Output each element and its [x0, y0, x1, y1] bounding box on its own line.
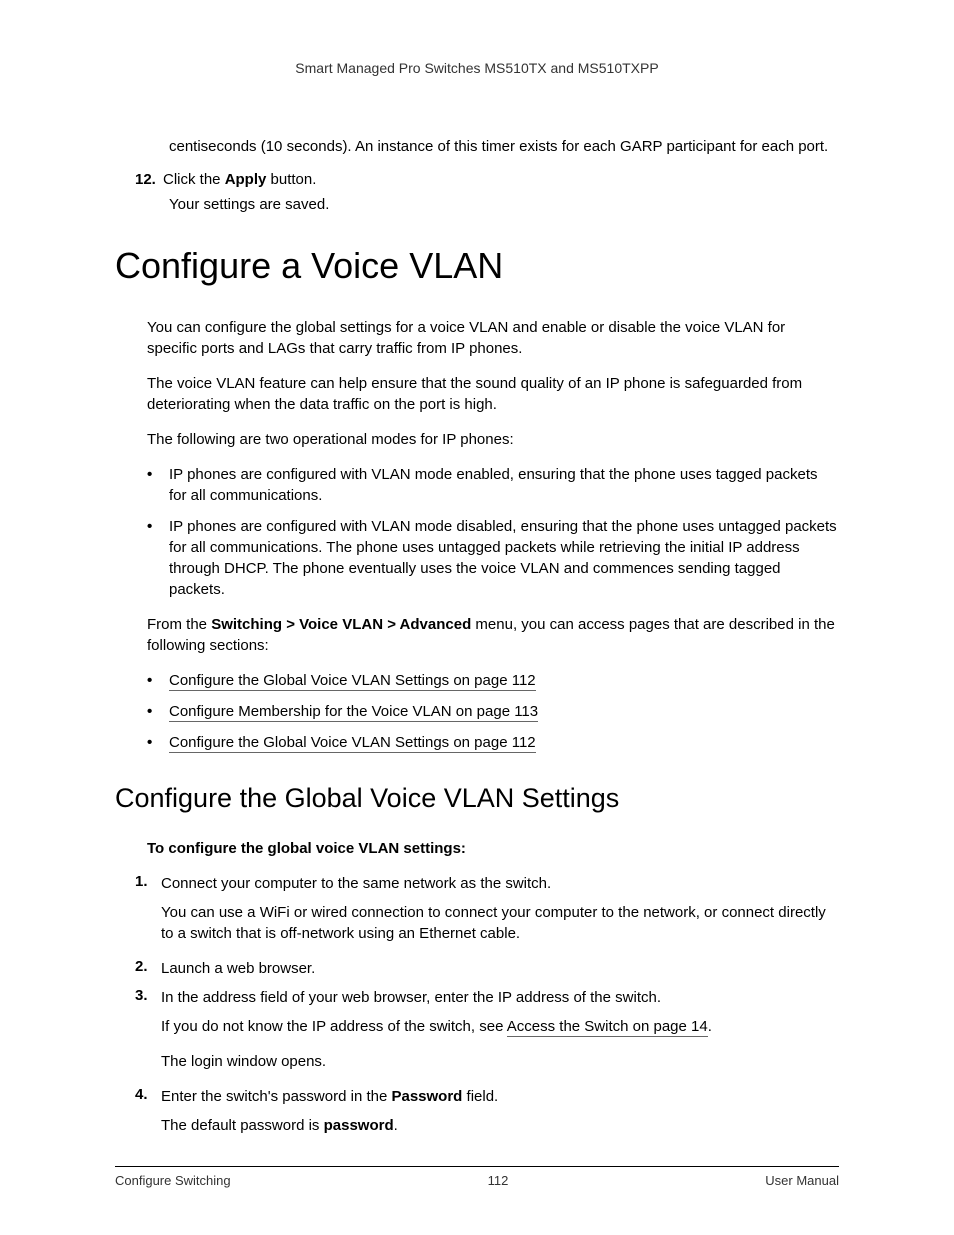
modes-list: IP phones are configured with VLAN mode … [115, 464, 839, 600]
step-sub: If you do not know the IP address of the… [161, 1016, 839, 1037]
apply-bold: Apply [225, 171, 267, 188]
intro-paragraph: You can configure the global settings fo… [147, 317, 839, 359]
footer-left: Configure Switching [115, 1173, 231, 1188]
text-fragment: . [394, 1117, 398, 1134]
links-list: Configure the Global Voice VLAN Settings… [115, 670, 839, 753]
text-fragment: Click the [163, 171, 225, 188]
footer-page-number: 112 [488, 1173, 509, 1188]
cross-ref-link[interactable]: Configure the Global Voice VLAN Settings… [169, 672, 536, 691]
cross-ref-link[interactable]: Access the Switch on page 14 [507, 1018, 708, 1037]
step-body: Connect your computer to the same networ… [161, 873, 839, 894]
continuation-text: centiseconds (10 seconds). An instance o… [169, 136, 839, 157]
menu-path-bold: Switching > Voice VLAN > Advanced [211, 616, 471, 633]
text-fragment: field. [462, 1088, 498, 1105]
step-12: 12. Click the Apply button. [135, 171, 839, 188]
step-sub: Your settings are saved. [169, 194, 839, 215]
step-3: 3. In the address field of your web brow… [135, 987, 839, 1008]
text-fragment: If you do not know the IP address of the… [161, 1018, 507, 1035]
step-text: Click the Apply button. [163, 171, 839, 188]
procedure-title: To configure the global voice VLAN setti… [147, 838, 839, 859]
step-number: 2. [135, 958, 161, 979]
text-fragment: button. [266, 171, 316, 188]
step-2: 2. Launch a web browser. [135, 958, 839, 979]
intro-paragraph: The voice VLAN feature can help ensure t… [147, 373, 839, 415]
step-body: Enter the switch's password in the Passw… [161, 1086, 839, 1107]
step-body: In the address field of your web browser… [161, 987, 839, 1008]
step-sub: You can use a WiFi or wired connection t… [161, 902, 839, 944]
step-body: Launch a web browser. [161, 958, 839, 979]
text-fragment: The default password is [161, 1117, 324, 1134]
step-sub: The default password is password. [161, 1115, 839, 1136]
text-fragment: . [708, 1018, 712, 1035]
step-number: 1. [135, 873, 161, 894]
subsection-title: Configure the Global Voice VLAN Settings [115, 783, 839, 814]
list-item: Configure the Global Voice VLAN Settings… [147, 670, 839, 691]
page-footer: Configure Switching 112 User Manual [115, 1166, 839, 1188]
list-item: Configure the Global Voice VLAN Settings… [147, 732, 839, 753]
procedure-steps: 1. Connect your computer to the same net… [115, 873, 839, 1136]
menu-paragraph: From the Switching > Voice VLAN > Advanc… [147, 614, 839, 656]
step-number: 4. [135, 1086, 161, 1107]
doc-header: Smart Managed Pro Switches MS510TX and M… [115, 60, 839, 76]
password-value-bold: password [324, 1117, 394, 1134]
list-item: IP phones are configured with VLAN mode … [147, 464, 839, 506]
step-number: 3. [135, 987, 161, 1008]
text-fragment: Enter the switch's password in the [161, 1088, 391, 1105]
password-field-bold: Password [391, 1088, 462, 1105]
list-item: IP phones are configured with VLAN mode … [147, 516, 839, 600]
list-item: Configure Membership for the Voice VLAN … [147, 701, 839, 722]
intro-paragraph: The following are two operational modes … [147, 429, 839, 450]
step-sub: The login window opens. [161, 1051, 839, 1072]
step-4: 4. Enter the switch's password in the Pa… [135, 1086, 839, 1107]
section-title: Configure a Voice VLAN [115, 245, 839, 287]
cross-ref-link[interactable]: Configure the Global Voice VLAN Settings… [169, 734, 536, 753]
step-1: 1. Connect your computer to the same net… [135, 873, 839, 894]
footer-right: User Manual [765, 1173, 839, 1188]
text-fragment: From the [147, 616, 211, 633]
step-number: 12. [135, 171, 163, 188]
cross-ref-link[interactable]: Configure Membership for the Voice VLAN … [169, 703, 538, 722]
